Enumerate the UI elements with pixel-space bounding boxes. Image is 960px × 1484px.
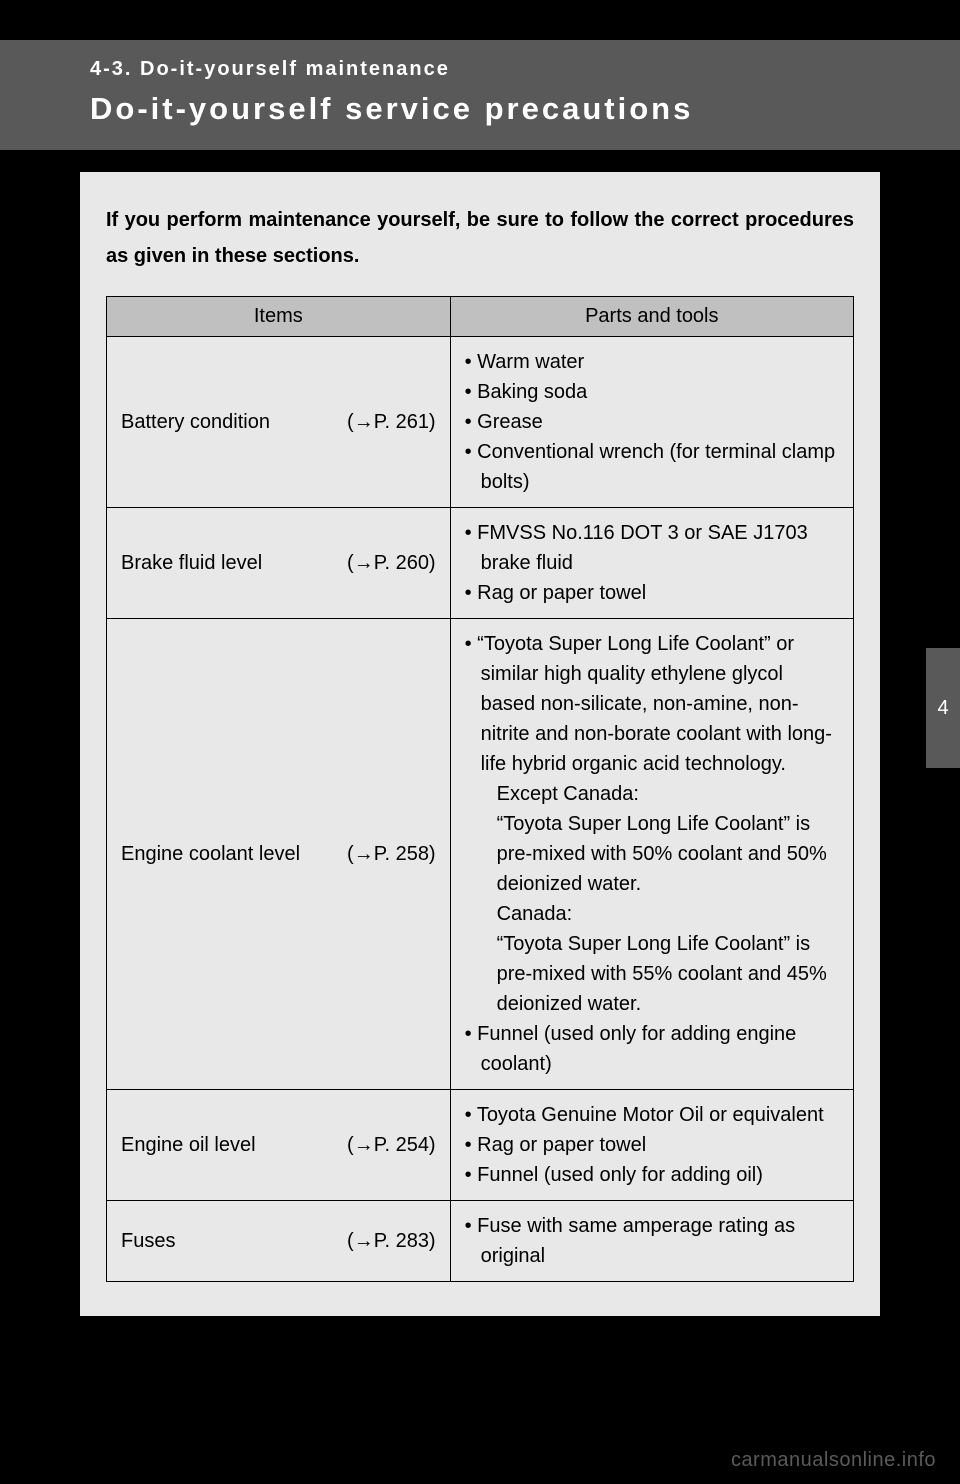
item-ref: (→P. 258) [347,839,436,869]
list-item: Warm water [465,347,839,377]
list-item: “Toyota Super Long Life Coolant” or simi… [465,629,839,1019]
item-ref: (→P. 254) [347,1130,436,1160]
parts-cell: FMVSS No.116 DOT 3 or SAE J1703 brake fl… [450,508,853,619]
except-canada-label: Except Canada: [481,779,839,809]
item-ref: (→P. 260) [347,548,436,578]
list-item: Funnel (used only for adding oil) [465,1160,839,1190]
canada-text: “Toyota Super Long Life Coolant” is pre-… [481,929,839,1019]
item-cell: Engine coolant level (→P. 258) [107,619,451,1090]
list-item: Conventional wrench (for terminal clamp … [465,437,839,497]
table-header-row: Items Parts and tools [107,297,854,337]
item-ref: (→P. 283) [347,1226,436,1256]
list-item: FMVSS No.116 DOT 3 or SAE J1703 brake fl… [465,518,839,578]
col-items: Items [107,297,451,337]
intro-text: If you perform maintenance yourself, be … [106,202,854,274]
table-row: Battery condition (→P. 261) Warm water B… [107,337,854,508]
parts-list: Fuse with same amperage rating as origin… [465,1211,839,1271]
list-item: Fuse with same amperage rating as origin… [465,1211,839,1271]
table-row: Engine oil level (→P. 254) Toyota Genuin… [107,1090,854,1201]
watermark: carmanualsonline.info [731,1449,936,1472]
except-canada-text: “Toyota Super Long Life Coolant” is pre-… [481,809,839,899]
item-cell: Fuses (→P. 283) [107,1201,451,1282]
header-band: 4-3. Do-it-yourself maintenance Do-it-yo… [0,40,960,150]
item-cell: Battery condition (→P. 261) [107,337,451,508]
section-tab: 4 [926,648,960,768]
page-title: Do-it-yourself service precautions [90,91,960,127]
item-name: Battery condition [121,407,270,437]
parts-cell: Toyota Genuine Motor Oil or equivalent R… [450,1090,853,1201]
parts-cell: “Toyota Super Long Life Coolant” or simi… [450,619,853,1090]
content-box: If you perform maintenance yourself, be … [80,172,880,1316]
section-label: 4-3. Do-it-yourself maintenance [90,58,960,81]
item-name: Brake fluid level [121,548,262,578]
coolant-spec: “Toyota Super Long Life Coolant” or simi… [477,633,832,775]
list-item: Rag or paper towel [465,578,839,608]
col-parts: Parts and tools [450,297,853,337]
parts-list: FMVSS No.116 DOT 3 or SAE J1703 brake fl… [465,518,839,608]
item-name: Engine coolant level [121,839,300,869]
item-ref: (→P. 261) [347,407,436,437]
canada-label: Canada: [481,899,839,929]
table-row: Brake fluid level (→P. 260) FMVSS No.116… [107,508,854,619]
list-item: Baking soda [465,377,839,407]
parts-cell: Fuse with same amperage rating as origin… [450,1201,853,1282]
list-item: Funnel (used only for adding engine cool… [465,1019,839,1079]
table-row: Fuses (→P. 283) Fuse with same amperage … [107,1201,854,1282]
item-cell: Brake fluid level (→P. 260) [107,508,451,619]
item-name: Fuses [121,1226,175,1256]
table-row: Engine coolant level (→P. 258) “Toyota S… [107,619,854,1090]
parts-cell: Warm water Baking soda Grease Convention… [450,337,853,508]
parts-list: Toyota Genuine Motor Oil or equivalent R… [465,1100,839,1190]
maintenance-table: Items Parts and tools Battery condition … [106,296,854,1282]
list-item: Grease [465,407,839,437]
item-name: Engine oil level [121,1130,256,1160]
list-item: Rag or paper towel [465,1130,839,1160]
parts-list: Warm water Baking soda Grease Convention… [465,347,839,497]
item-cell: Engine oil level (→P. 254) [107,1090,451,1201]
parts-list: “Toyota Super Long Life Coolant” or simi… [465,629,839,1079]
list-item: Toyota Genuine Motor Oil or equivalent [465,1100,839,1130]
